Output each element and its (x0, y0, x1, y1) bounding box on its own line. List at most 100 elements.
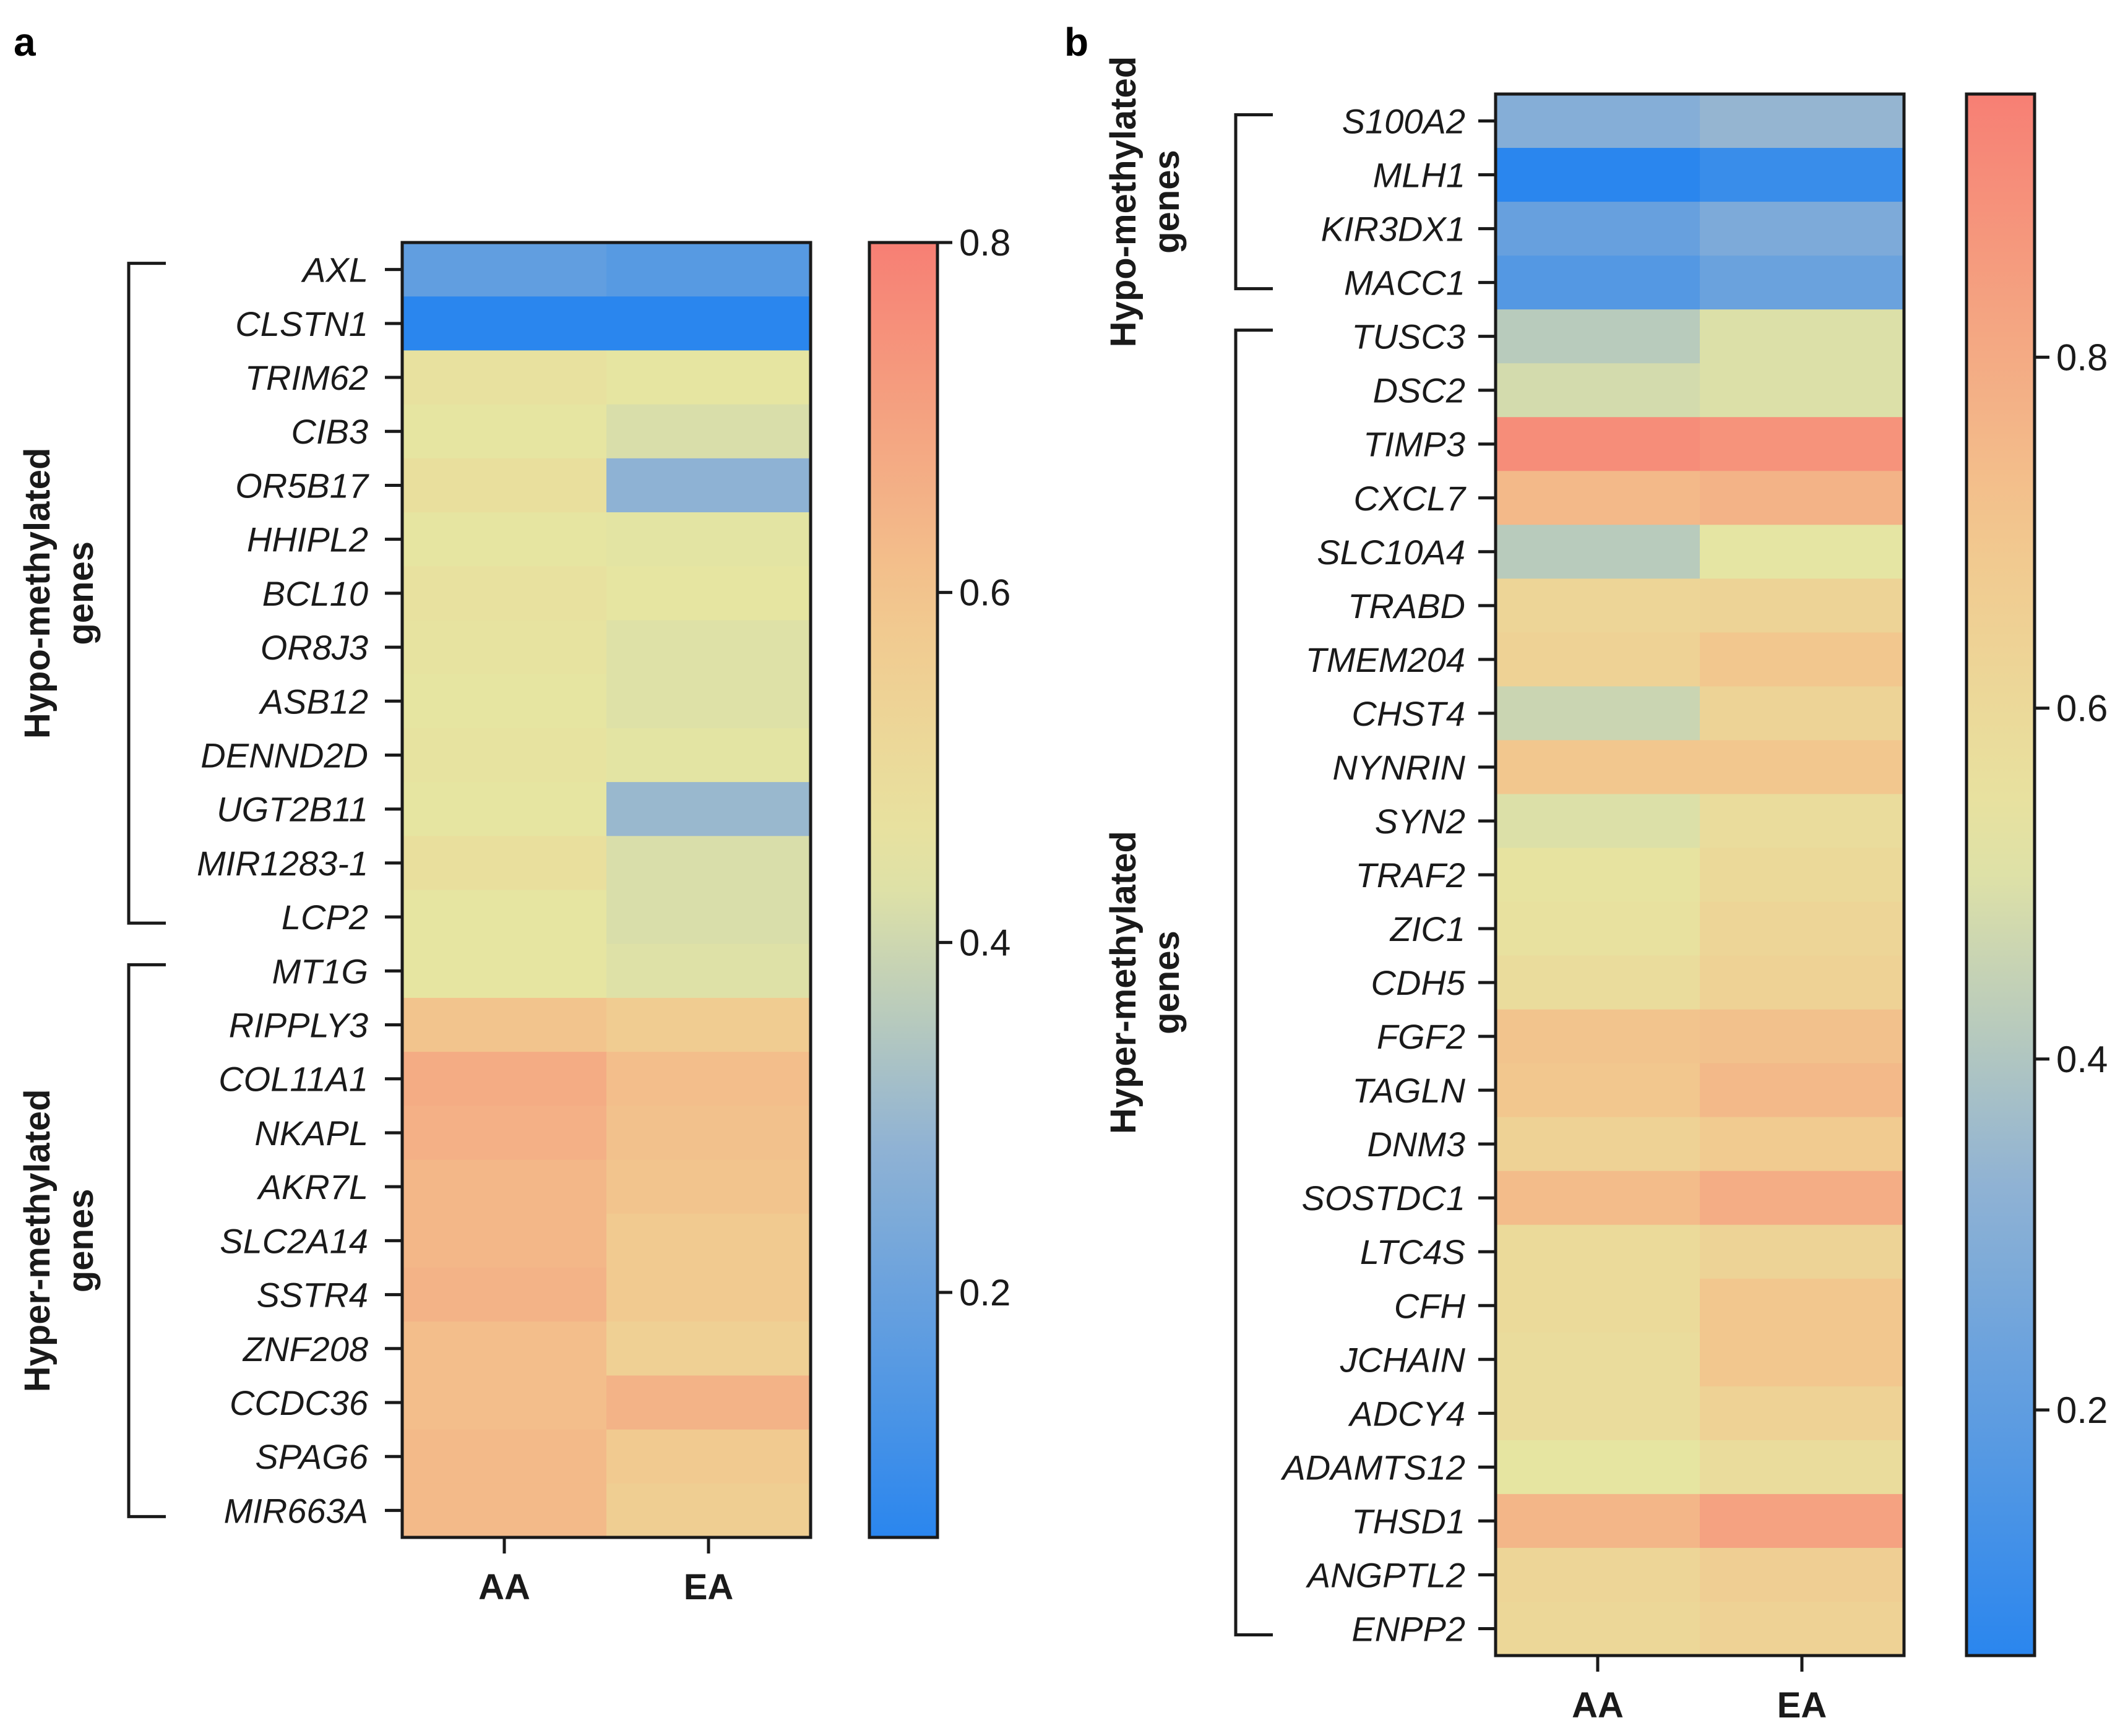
heatmap-cell-tagln-aa (1496, 1063, 1700, 1118)
gene-label: THSD1 (1351, 1502, 1465, 1540)
group-bracket (1234, 329, 1273, 1636)
heatmap-cell-timp3-ea (1700, 417, 1905, 471)
heatmap-cell-slc2a14-ea (606, 1213, 811, 1268)
colorbar-tick-label: 0.4 (2056, 1039, 2108, 1080)
heatmap-cell-akr7l-aa (402, 1159, 607, 1214)
gene-label: ZIC1 (1389, 909, 1465, 948)
heatmap-cell-trim62-ea (606, 350, 811, 405)
heatmap-cell-sostdc1-ea (1700, 1171, 1905, 1226)
heatmap-cell-cfh-ea (1700, 1278, 1905, 1333)
heatmap-cell-traf2-aa (1496, 848, 1700, 903)
heatmap-cell-mlh1-aa (1496, 148, 1700, 202)
gene-label: AKR7L (257, 1167, 368, 1206)
heatmap-cell-s100a2-ea (1700, 94, 1905, 148)
x-category-aa: AA (1572, 1685, 1624, 1725)
panel-b-heatmap: S100A2 MLH1 KIR3DX1 MACC1 TUSC3 DSC2 TIMP3 CXCL… (1103, 56, 2108, 1725)
heatmap-cell-hhipl2-aa (402, 512, 607, 567)
colorbar-tick-label: 0.4 (959, 922, 1010, 963)
heatmap-cell-tusc3-aa (1496, 309, 1700, 364)
heatmap-cell-or5b17-ea (606, 458, 811, 513)
gene-label: OR8J3 (261, 628, 368, 667)
heatmap-cell-cib3-ea (606, 404, 811, 459)
gene-label: RIPPLY3 (229, 1006, 368, 1045)
heatmap-cell-thsd1-aa (1496, 1493, 1700, 1549)
heatmap-cell-s100a2-aa (1496, 94, 1700, 148)
heatmap-cell-sstr4-ea (606, 1267, 811, 1322)
heatmap-cell-macc1-aa (1496, 256, 1700, 310)
heatmap-cell-ugt2b11-aa (402, 782, 607, 836)
group-label-line: Hyper-methylated (17, 1089, 58, 1392)
group-label: Hyper-methylatedgenes (17, 1089, 101, 1392)
gene-label: MT1G (272, 952, 368, 990)
gene-label: NYNRIN (1332, 748, 1465, 787)
heatmap-cell-chst4-aa (1496, 686, 1700, 741)
gene-label: DENND2D (200, 736, 368, 775)
x-category-ea: EA (684, 1567, 734, 1607)
heatmap-cell-ripply3-ea (606, 997, 811, 1052)
heatmap-cell-bcl10-aa (402, 566, 607, 621)
gene-label: TIMP3 (1363, 425, 1465, 464)
heatmap-cell-or5b17-aa (402, 458, 607, 513)
heatmap-cell-tmem204-aa (1496, 632, 1700, 687)
heatmap-cell-asb12-aa (402, 674, 607, 729)
gene-label: TAGLN (1352, 1071, 1465, 1110)
heatmap-cell-jchain-ea (1700, 1332, 1905, 1387)
group-bracket (127, 963, 166, 1518)
group-label-line: Hypo-methylated (1103, 56, 1144, 348)
gene-label: TMEM204 (1306, 640, 1465, 679)
heatmap-cell-or8j3-ea (606, 620, 811, 675)
heatmap-cell-lcp2-aa (402, 890, 607, 945)
heatmap-cell-nynrin-aa (1496, 740, 1700, 795)
heatmap-cell-ugt2b11-ea (606, 782, 811, 836)
heatmap-cell-cdh5-ea (1700, 955, 1905, 1010)
gene-label: MACC1 (1344, 264, 1465, 303)
heatmap-cell-nkapl-ea (606, 1106, 811, 1161)
group-label-line: genes (1147, 150, 1187, 254)
gene-label: SOSTDC1 (1302, 1179, 1466, 1218)
gene-label: TRABD (1348, 587, 1465, 625)
heatmap-cell-enpp2-aa (1496, 1601, 1700, 1656)
gene-label: CXCL7 (1353, 479, 1466, 518)
gene-label: SSTR4 (257, 1276, 369, 1315)
heatmap-cell-cfh-aa (1496, 1278, 1700, 1333)
colorbar-tick-label: 0.6 (959, 572, 1010, 614)
heatmap-cell-dennd2d-ea (606, 728, 811, 783)
heatmap-cell-tusc3-ea (1700, 309, 1905, 364)
heatmap-cell-sstr4-aa (402, 1267, 607, 1322)
colorbar (1965, 92, 2036, 1657)
heatmap-cell-trim62-aa (402, 350, 607, 405)
x-category-aa: AA (478, 1567, 530, 1607)
heatmap-cell-znf208-aa (402, 1321, 607, 1376)
heatmap-cell-kir3dx1-ea (1700, 202, 1905, 256)
gene-label: TRAF2 (1356, 856, 1465, 895)
group-label-line: genes (61, 1189, 101, 1293)
group-bracket (127, 262, 166, 925)
heatmap-cell-cdh5-aa (1496, 955, 1700, 1010)
group-label: Hyper-methylatedgenes (1103, 831, 1187, 1134)
gene-label: CFH (1394, 1286, 1466, 1325)
heatmap-cell-zic1-aa (1496, 901, 1700, 956)
gene-label: MIR663A (224, 1491, 368, 1530)
heatmap-cell-ltc4s-aa (1496, 1224, 1700, 1279)
heatmap-cell-zic1-ea (1700, 901, 1905, 956)
heatmap-cell-adamts12-ea (1700, 1440, 1905, 1495)
heatmap-cell-ltc4s-ea (1700, 1224, 1905, 1279)
gene-label: SYN2 (1375, 802, 1465, 841)
heatmap-cell-dnm3-aa (1496, 1117, 1700, 1172)
gene-label: AXL (301, 251, 368, 290)
group-label: Hypo-methylatedgenes (17, 448, 101, 739)
colorbar-tick-label: 0.8 (2056, 337, 2108, 378)
heatmap-cell-nkapl-aa (402, 1106, 607, 1161)
gene-label: CDH5 (1371, 963, 1466, 1002)
gene-label: ZNF208 (242, 1330, 368, 1369)
heatmap-frame (400, 241, 812, 1539)
heatmap-cell-fgf2-aa (1496, 1009, 1700, 1064)
heatmap-cell-mir1283-1-ea (606, 836, 811, 891)
heatmap-cell-mir1283-1-aa (402, 836, 607, 891)
gene-label: NKAPL (254, 1114, 368, 1153)
heatmap-cell-mt1g-aa (402, 943, 607, 999)
gene-label: COL11A1 (218, 1060, 368, 1099)
panel-a-label: a (14, 20, 36, 64)
gene-label: LCP2 (282, 898, 368, 937)
